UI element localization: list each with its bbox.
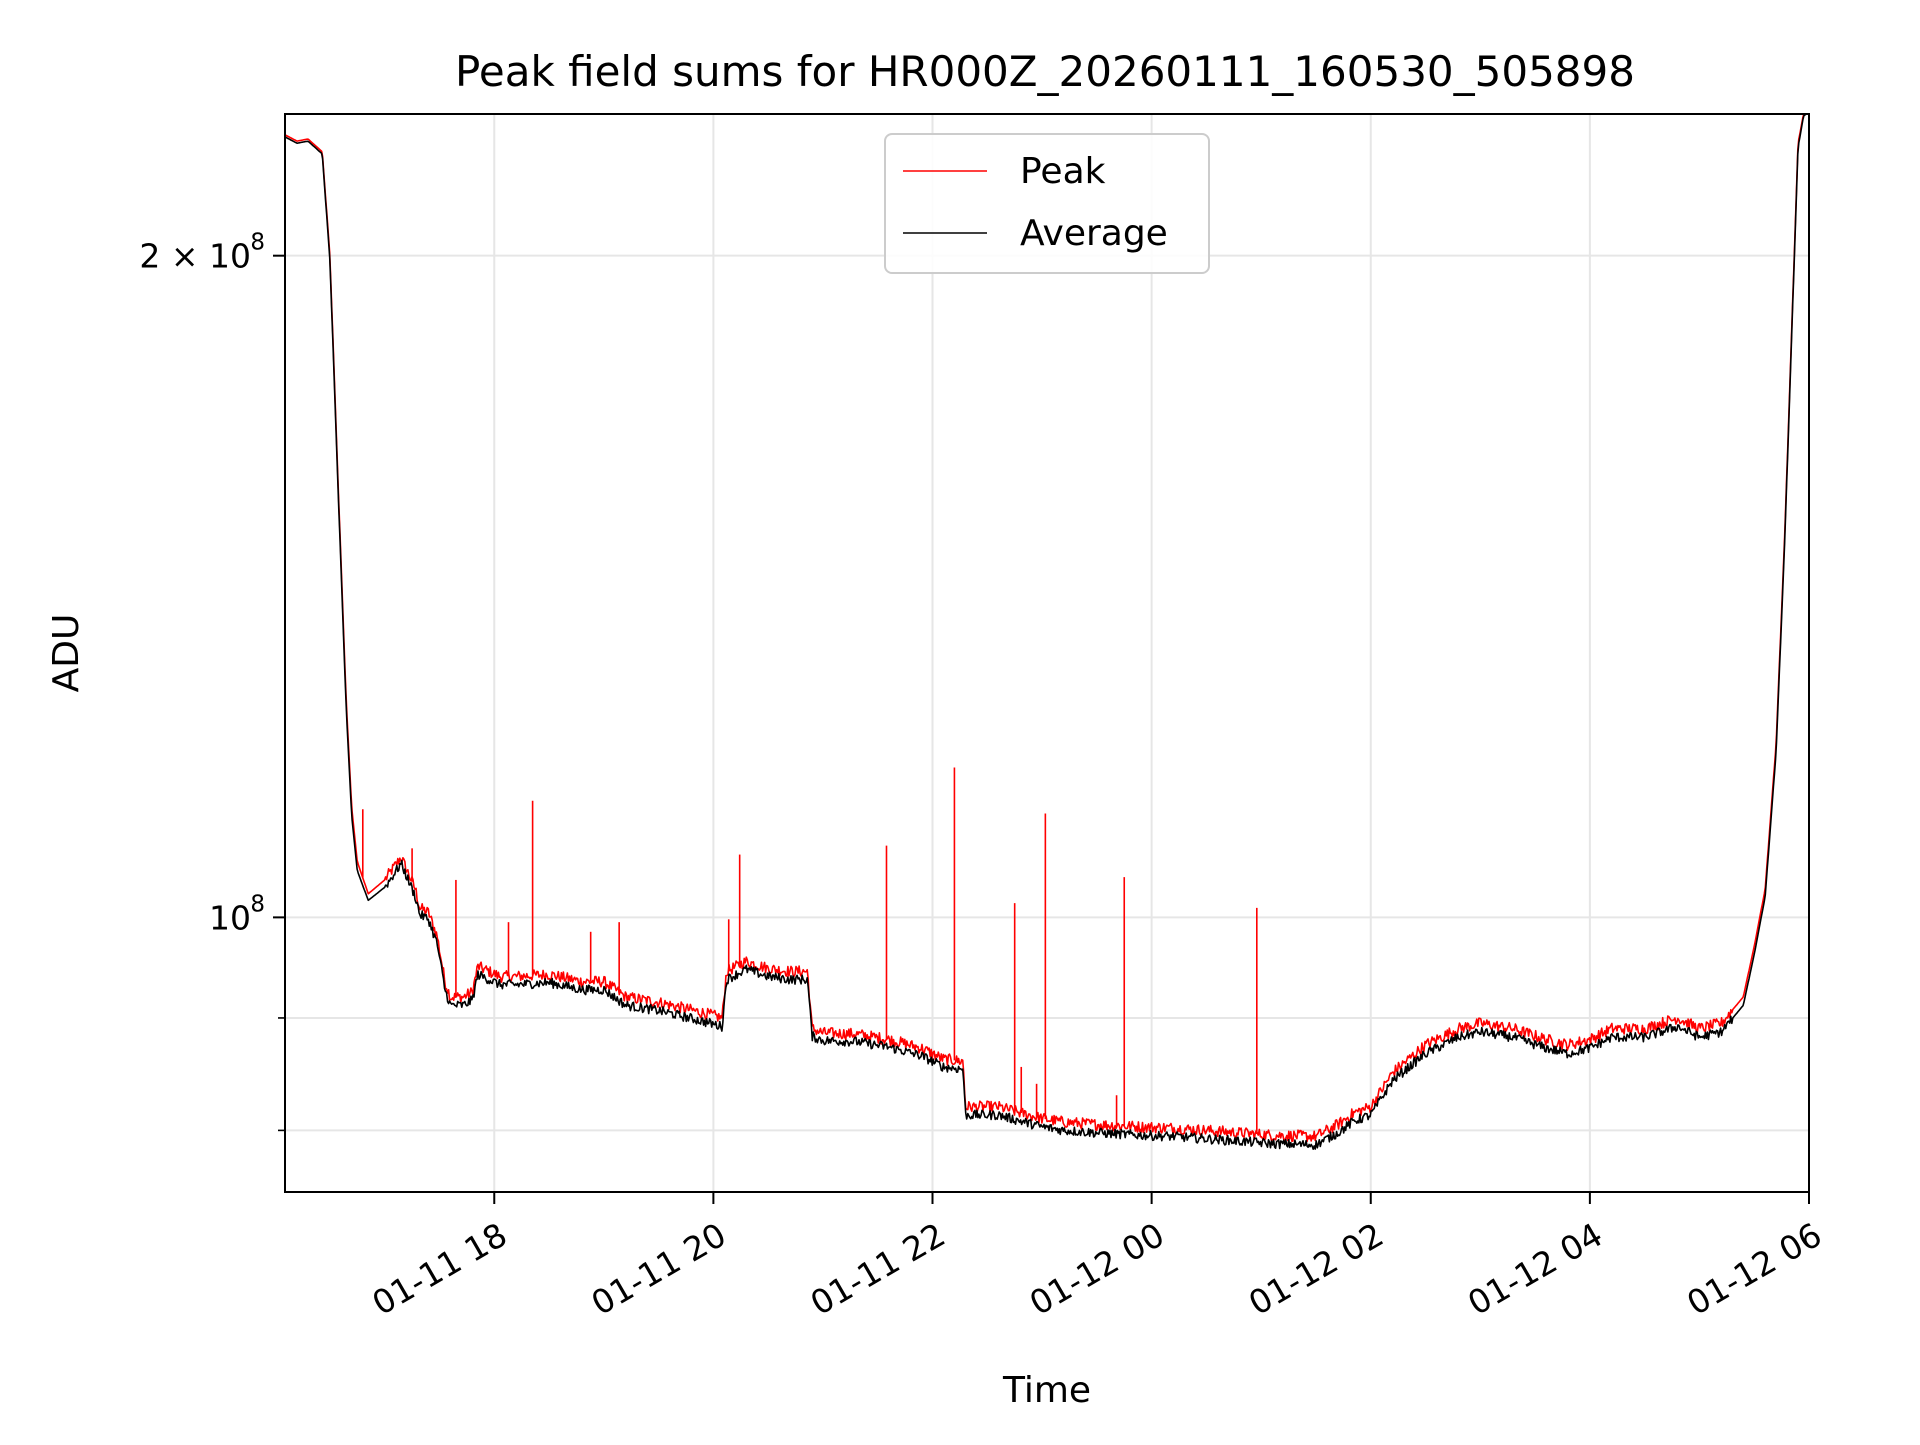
grid-lines: [285, 114, 1810, 1192]
y-tick-label-base-0: 10: [209, 898, 251, 937]
legend-box: [884, 133, 1210, 274]
plot-series: [285, 114, 1808, 1150]
plot-frame: [284, 113, 1810, 1193]
legend: Peak Average: [884, 133, 1210, 274]
series-line-average: [285, 114, 1808, 1150]
y-tick-label-1: 2 × 10: [139, 237, 251, 276]
y-tick-exponent-1: 8: [250, 230, 265, 256]
legend-average-label: Average: [1020, 213, 1168, 254]
chart-title: Peak field sums for HR000Z_20260111_1605…: [455, 47, 1635, 96]
y-axis-label: ADU: [46, 614, 87, 693]
series-line-peak: [285, 114, 1805, 1143]
x-axis-label: Time: [1002, 1370, 1091, 1411]
y-axis-ticks: 10 82 × 10 8: [139, 230, 285, 1132]
legend-peak-label: Peak: [1020, 151, 1106, 192]
y-tick-label-0: 10: [209, 898, 251, 937]
y-tick-exponent-0: 8: [250, 891, 265, 917]
y-tick-label-base-1: 2 × 10: [139, 237, 251, 276]
